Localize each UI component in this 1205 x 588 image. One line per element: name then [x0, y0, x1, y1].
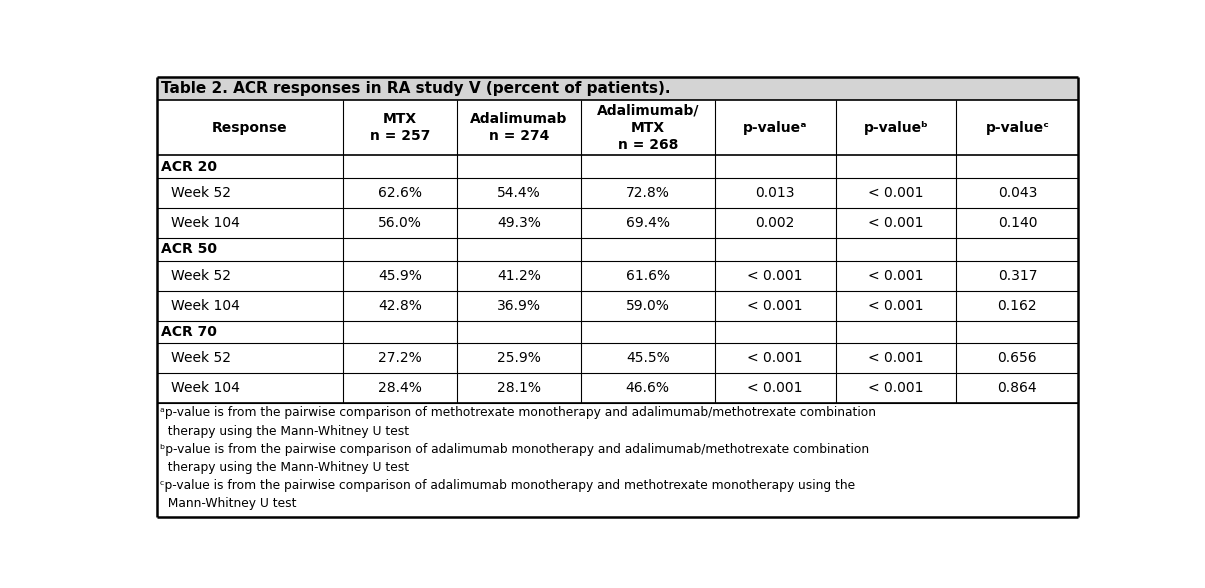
Bar	[157, 100, 1078, 155]
Text: p-valueᵃ: p-valueᵃ	[743, 121, 807, 135]
Text: 69.4%: 69.4%	[625, 216, 670, 230]
Text: ᵃp-value is from the pairwise comparison of methotrexate monotherapy and adalimu: ᵃp-value is from the pairwise comparison…	[160, 406, 876, 419]
Bar	[157, 343, 1078, 373]
Text: 0.656: 0.656	[998, 351, 1038, 365]
Text: Table 2. ACR responses in RA study V (percent of patients).: Table 2. ACR responses in RA study V (pe…	[161, 81, 671, 96]
Text: < 0.001: < 0.001	[747, 351, 803, 365]
Bar	[157, 178, 1078, 208]
Text: 61.6%: 61.6%	[625, 269, 670, 283]
Text: < 0.001: < 0.001	[869, 186, 924, 200]
Text: < 0.001: < 0.001	[747, 381, 803, 395]
Text: Week 52: Week 52	[171, 186, 231, 200]
Text: 27.2%: 27.2%	[378, 351, 422, 365]
Text: 0.013: 0.013	[756, 186, 795, 200]
Text: 28.4%: 28.4%	[378, 381, 422, 395]
Text: ACR 70: ACR 70	[160, 325, 217, 339]
Text: 28.1%: 28.1%	[496, 381, 541, 395]
Text: Week 104: Week 104	[171, 381, 240, 395]
Text: 0.002: 0.002	[756, 216, 795, 230]
Text: 45.5%: 45.5%	[625, 351, 670, 365]
Text: Response: Response	[212, 121, 288, 135]
Text: therapy using the Mann-Whitney U test: therapy using the Mann-Whitney U test	[160, 461, 408, 474]
Text: 62.6%: 62.6%	[378, 186, 422, 200]
Text: 0.140: 0.140	[998, 216, 1038, 230]
Bar	[157, 238, 1078, 260]
Bar	[157, 155, 1078, 178]
Bar	[157, 76, 1078, 100]
Text: Week 104: Week 104	[171, 299, 240, 313]
Bar	[157, 290, 1078, 320]
Text: 42.8%: 42.8%	[378, 299, 422, 313]
Text: 41.2%: 41.2%	[496, 269, 541, 283]
Text: Adalimumab/
MTX
n = 268: Adalimumab/ MTX n = 268	[596, 103, 699, 152]
Text: 56.0%: 56.0%	[378, 216, 422, 230]
Bar	[157, 373, 1078, 403]
Text: 0.317: 0.317	[998, 269, 1038, 283]
Text: 72.8%: 72.8%	[625, 186, 670, 200]
Text: ᵇp-value is from the pairwise comparison of adalimumab monotherapy and adalimuma: ᵇp-value is from the pairwise comparison…	[160, 443, 869, 456]
Text: < 0.001: < 0.001	[869, 351, 924, 365]
Bar	[157, 208, 1078, 238]
Text: 0.162: 0.162	[998, 299, 1038, 313]
Bar	[157, 320, 1078, 343]
Text: 0.043: 0.043	[998, 186, 1038, 200]
Text: < 0.001: < 0.001	[747, 269, 803, 283]
Text: 25.9%: 25.9%	[496, 351, 541, 365]
Text: < 0.001: < 0.001	[869, 381, 924, 395]
Text: Adalimumab
n = 274: Adalimumab n = 274	[470, 112, 568, 143]
Text: 36.9%: 36.9%	[496, 299, 541, 313]
Text: < 0.001: < 0.001	[869, 216, 924, 230]
Text: p-valueᵇ: p-valueᵇ	[864, 121, 928, 135]
Text: Week 104: Week 104	[171, 216, 240, 230]
Text: 54.4%: 54.4%	[496, 186, 541, 200]
Text: ACR 20: ACR 20	[160, 159, 217, 173]
Text: < 0.001: < 0.001	[747, 299, 803, 313]
Text: 49.3%: 49.3%	[496, 216, 541, 230]
Text: Week 52: Week 52	[171, 351, 231, 365]
Text: p-valueᶜ: p-valueᶜ	[986, 121, 1050, 135]
Text: 45.9%: 45.9%	[378, 269, 422, 283]
Text: < 0.001: < 0.001	[869, 269, 924, 283]
Text: Week 52: Week 52	[171, 269, 231, 283]
Text: therapy using the Mann-Whitney U test: therapy using the Mann-Whitney U test	[160, 425, 408, 437]
Text: ACR 50: ACR 50	[160, 242, 217, 256]
Text: ᶜp-value is from the pairwise comparison of adalimumab monotherapy and methotrex: ᶜp-value is from the pairwise comparison…	[160, 479, 856, 492]
Text: Mann-Whitney U test: Mann-Whitney U test	[160, 497, 296, 510]
Text: 59.0%: 59.0%	[625, 299, 670, 313]
Text: 46.6%: 46.6%	[625, 381, 670, 395]
Text: MTX
n = 257: MTX n = 257	[370, 112, 430, 143]
Text: 0.864: 0.864	[998, 381, 1038, 395]
Bar	[157, 260, 1078, 290]
Text: < 0.001: < 0.001	[869, 299, 924, 313]
